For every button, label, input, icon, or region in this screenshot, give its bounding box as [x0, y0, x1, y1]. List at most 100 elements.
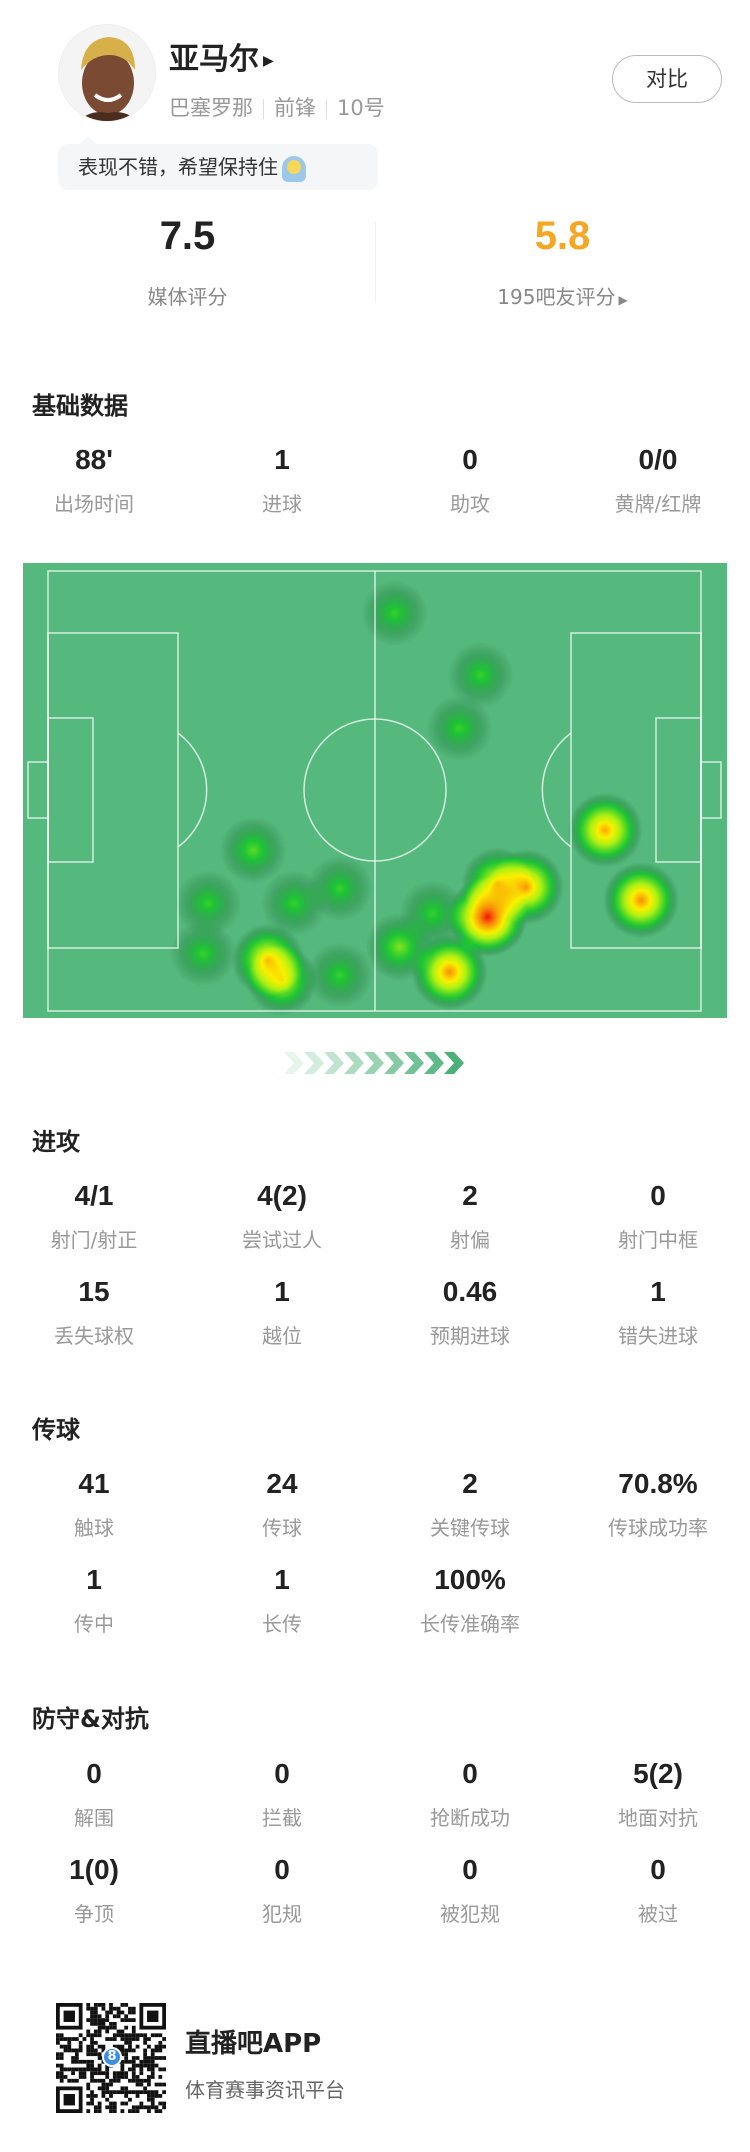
stat-cell: 0 抢断成功	[376, 1758, 564, 1831]
stat-value: 100%	[434, 1564, 506, 1595]
stat-cell: 0/0 黄牌/红牌	[564, 444, 750, 517]
stat-cell: 0 拦截	[188, 1758, 376, 1831]
player-avatar[interactable]	[58, 24, 156, 122]
player-photo	[78, 37, 138, 121]
shirt-number: 10号	[337, 96, 385, 120]
stat-value: 0	[462, 444, 478, 475]
stat-label: 黄牌/红牌	[614, 492, 702, 516]
center-circle	[303, 718, 447, 862]
caret-right-icon: ▶	[263, 52, 274, 69]
chevron-right-icon	[384, 1052, 404, 1074]
stat-cell: 0 助攻	[376, 444, 564, 517]
qr-code	[56, 2003, 166, 2113]
stat-label: 出场时间	[54, 492, 134, 516]
divider	[375, 222, 376, 302]
stat-cell: 1 进球	[188, 444, 376, 517]
chevron-right-icon	[404, 1052, 424, 1074]
stat-value: 0	[650, 1854, 666, 1885]
chevron-right-icon	[444, 1052, 464, 1074]
left-goal	[27, 761, 49, 819]
stat-value: 2	[462, 1468, 478, 1499]
right-penalty-box	[570, 632, 702, 949]
chevron-right-icon	[364, 1052, 384, 1074]
chevron-right-icon	[424, 1052, 444, 1074]
stat-cell: 2 射偏	[376, 1180, 564, 1253]
app-tagline: 体育赛事资讯平台	[185, 2078, 345, 2102]
stat-value: 0	[650, 1180, 666, 1211]
stat-cell: 4(2) 尝试过人	[188, 1180, 376, 1253]
stat-label: 犯规	[262, 1902, 302, 1926]
position: 前锋	[274, 96, 316, 120]
stat-value: 5(2)	[633, 1758, 683, 1789]
comment-text: 表现不错，希望保持住	[78, 155, 278, 179]
stat-value: 41	[78, 1468, 110, 1499]
stat-cell: 0 射门中框	[564, 1180, 750, 1253]
right-goal-area	[655, 717, 702, 863]
smiling-face-emoji-icon	[282, 155, 306, 182]
section-title-basic: 基础数据	[32, 392, 128, 420]
stat-cell: 2 关键传球	[376, 1468, 564, 1541]
left-goal-area	[47, 717, 94, 863]
attack-direction-arrows	[284, 1052, 464, 1074]
stat-cell: 1 传中	[0, 1564, 188, 1637]
player-info: 巴塞罗那 前锋 10号	[169, 92, 385, 122]
caret-right-icon: ▶	[618, 293, 628, 307]
stat-value: 0	[274, 1854, 290, 1885]
stat-value: 70.8%	[618, 1468, 698, 1499]
player-name-link[interactable]: 亚马尔 ▶	[169, 34, 274, 78]
stat-label: 射门中框	[618, 1228, 698, 1252]
chevron-right-icon	[344, 1052, 364, 1074]
stat-label: 长传	[262, 1612, 302, 1636]
qr-finder	[56, 2003, 83, 2030]
stat-label: 错失进球	[618, 1324, 698, 1348]
stat-label: 传球	[262, 1516, 302, 1540]
stat-label: 射偏	[450, 1228, 490, 1252]
media-rating-label: 媒体评分	[147, 285, 228, 309]
player-name: 亚马尔	[169, 42, 259, 77]
stat-cell: 100% 长传准确率	[376, 1564, 564, 1637]
stat-value: 4(2)	[257, 1180, 307, 1211]
qr-logo-badge: 8	[102, 2047, 122, 2067]
media-rating: 7.5 媒体评分	[0, 214, 375, 310]
divider	[326, 99, 327, 119]
stat-label: 传中	[74, 1612, 114, 1636]
stat-label: 尝试过人	[242, 1228, 322, 1252]
divider	[263, 99, 264, 119]
stat-value: 0	[274, 1758, 290, 1789]
stat-value: 0	[462, 1758, 478, 1789]
fan-rating[interactable]: 5.8 195吧友评分 ▶	[375, 214, 750, 310]
stat-label: 被过	[638, 1902, 678, 1926]
comment-bubble: 表现不错，希望保持住	[58, 136, 378, 190]
stat-label: 丢失球权	[54, 1324, 134, 1348]
stat-cell: 88' 出场时间	[0, 444, 188, 517]
stat-cell: 0 被犯规	[376, 1854, 564, 1927]
fan-rating-value: 5.8	[534, 214, 591, 258]
section-title-attack: 进攻	[32, 1128, 80, 1156]
stat-value: 2	[462, 1180, 478, 1211]
stat-value: 1	[86, 1564, 102, 1595]
stat-label: 进球	[262, 492, 302, 516]
stat-cell: 0 被过	[564, 1854, 750, 1927]
stat-label: 长传准确率	[420, 1612, 520, 1636]
stat-label: 被犯规	[440, 1902, 500, 1926]
section-title-passing: 传球	[32, 1416, 80, 1444]
stat-value: 1	[274, 444, 290, 475]
right-penalty-arc	[541, 732, 572, 848]
left-penalty-box	[47, 632, 179, 949]
stat-value: 1	[274, 1276, 290, 1307]
stat-label: 助攻	[450, 492, 490, 516]
right-goal	[700, 761, 722, 819]
stat-label: 争顶	[74, 1902, 114, 1926]
stat-cell: 4/1 射门/射正	[0, 1180, 188, 1253]
stat-value: 0.46	[442, 1276, 498, 1307]
stat-cell: 5(2) 地面对抗	[564, 1758, 750, 1831]
qr-finder	[56, 2086, 83, 2113]
stat-label: 越位	[262, 1324, 302, 1348]
stat-cell: 0.46 预期进球	[376, 1276, 564, 1349]
stat-value: 0	[86, 1758, 102, 1789]
chevron-right-icon	[324, 1052, 344, 1074]
stat-label: 预期进球	[430, 1324, 510, 1348]
stat-cell: 1 长传	[188, 1564, 376, 1637]
stat-label: 拦截	[262, 1806, 302, 1830]
compare-button[interactable]: 对比	[612, 55, 722, 103]
